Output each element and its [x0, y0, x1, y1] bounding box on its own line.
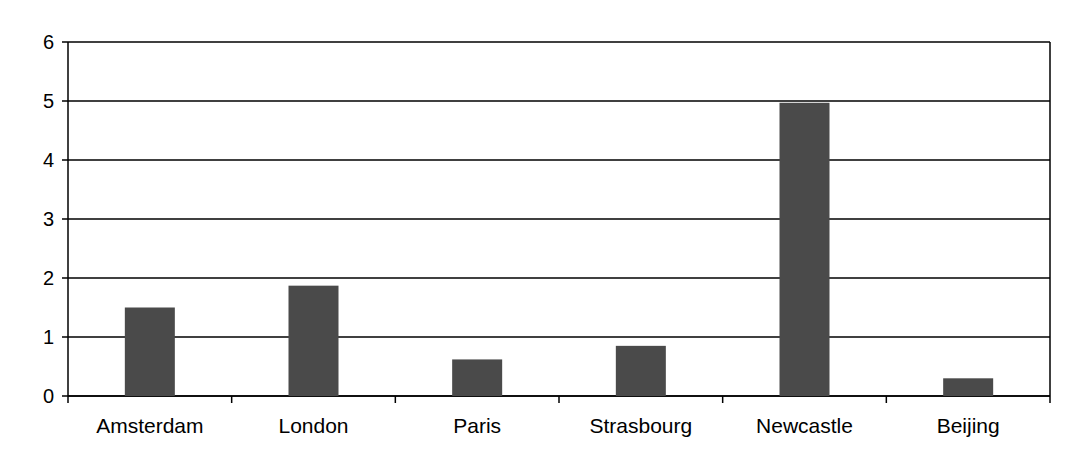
grid-line: [68, 336, 1050, 338]
y-tick-label: 1: [43, 326, 54, 348]
x-tick: [67, 396, 69, 403]
x-tick-label: Amsterdam: [96, 414, 203, 437]
x-tick: [1049, 396, 1051, 403]
y-axis: [67, 42, 69, 396]
grid-line: [68, 41, 1050, 43]
x-tick-label: Newcastle: [756, 414, 853, 437]
grid-line: [68, 277, 1050, 279]
x-tick: [395, 396, 397, 403]
bar: [289, 286, 339, 396]
y-tick: [62, 218, 68, 220]
x-tick-label: London: [278, 414, 348, 437]
y-tick: [62, 41, 68, 43]
y-tick-label: 2: [43, 267, 54, 289]
x-tick-label: Beijing: [937, 414, 1000, 437]
x-tick: [231, 396, 233, 403]
y-tick: [62, 277, 68, 279]
bar: [943, 378, 993, 396]
chart-container: 0 1 2 3 4 5 6 Amsterdam London Paris Strasbourg New…: [0, 0, 1079, 467]
y-tick: [62, 395, 68, 397]
bars: [125, 103, 993, 396]
y-tick-label: 3: [43, 208, 54, 230]
chart-svg: 0 1 2 3 4 5 6 Amsterdam London Paris Strasbourg New…: [0, 0, 1079, 467]
y-tick-label: 4: [43, 149, 54, 171]
grid-line: [68, 159, 1050, 161]
grid-line: [68, 218, 1050, 220]
bar: [616, 346, 666, 396]
x-tick: [886, 396, 888, 403]
x-tick-label: Paris: [453, 414, 501, 437]
y-tick-label: 5: [43, 90, 54, 112]
y-tick-label: 6: [43, 31, 54, 53]
y-tick: [62, 159, 68, 161]
y-tick: [62, 336, 68, 338]
bar: [125, 308, 175, 397]
x-tick-label: Strasbourg: [589, 414, 692, 437]
grid-line: [68, 100, 1050, 102]
x-tick: [558, 396, 560, 403]
bar: [452, 359, 502, 396]
y-tick: [62, 100, 68, 102]
plot-frame: [1049, 42, 1051, 396]
y-tick-label: 0: [43, 385, 54, 407]
bar: [780, 103, 830, 396]
x-tick: [722, 396, 724, 403]
